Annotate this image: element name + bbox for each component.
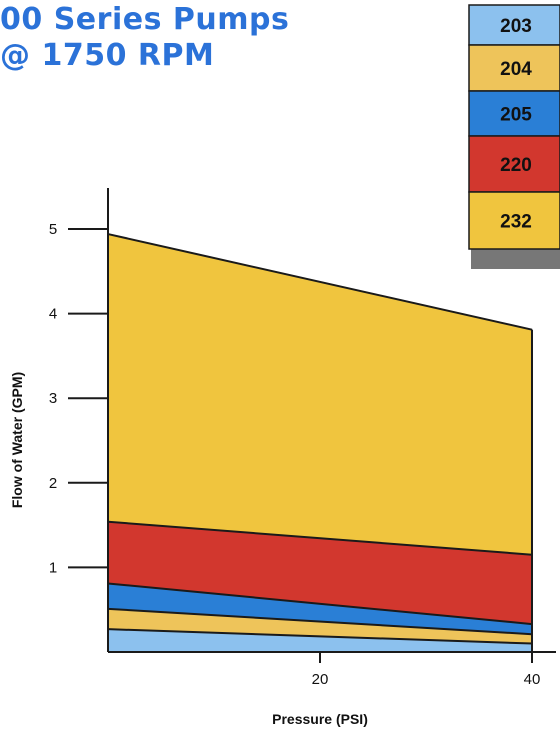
legend-label-232: 232: [500, 212, 532, 233]
y-tick-label-4: 4: [49, 306, 57, 323]
series-line-204: [107, 607, 533, 636]
y-tick-label-2: 2: [49, 475, 57, 492]
y-axis-title: Flow of Water (GPM): [9, 372, 25, 508]
y-tick-label-1: 1: [49, 559, 57, 576]
legend-label-205: 205: [500, 105, 532, 126]
legend-swatch-204: [468, 44, 560, 92]
legend-swatch-203: [468, 4, 560, 46]
legend-swatch-232: [468, 191, 560, 250]
x-tick-label-40: 40: [524, 671, 541, 688]
series-line-203: [107, 628, 533, 645]
legend-swatch-220: [468, 135, 560, 193]
legend-label-203: 203: [500, 16, 532, 37]
area-band-232: [108, 234, 532, 555]
series-line-220: [107, 520, 533, 556]
chart-title-line-1: 00 Series Pumps: [0, 2, 290, 37]
area-band-204: [108, 608, 532, 644]
chart-title-line-2: @ 1750 RPM: [0, 38, 215, 73]
x-axis-title: Pressure (PSI): [272, 711, 368, 727]
y-tick-label-3: 3: [49, 390, 57, 407]
legend-label-204: 204: [500, 59, 532, 80]
legend-swatch-205: [468, 90, 560, 137]
series-line-205: [107, 582, 533, 626]
area-band-205: [108, 583, 532, 635]
x-tick-label-20: 20: [312, 671, 329, 688]
y-tick-label-5: 5: [49, 221, 57, 238]
chart-title: 00 Series Pumps @ 1750 RPM: [0, 2, 289, 74]
legend-label-220: 220: [500, 155, 532, 176]
area-band-203: [108, 629, 532, 652]
series-line-232: [107, 233, 533, 331]
